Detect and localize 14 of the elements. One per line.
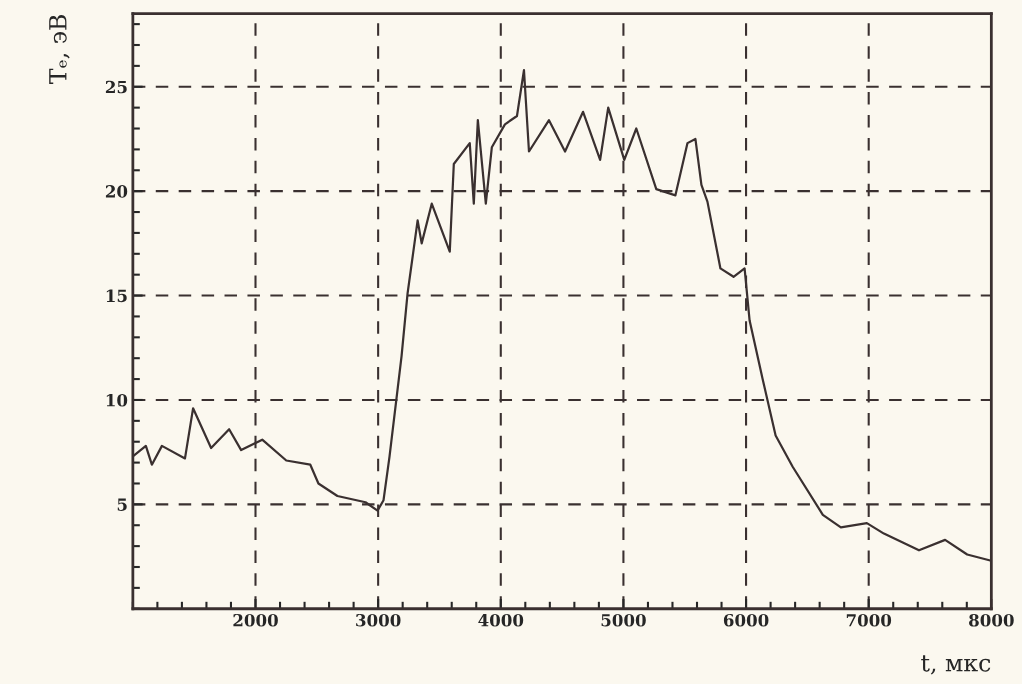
y-tick-label: 5 [117, 498, 127, 511]
y-tick-label: 25 [105, 80, 127, 94]
x-tick-label: 8000 [969, 613, 1014, 627]
x-tick-label: 5000 [601, 613, 646, 627]
x-tick-label: 7000 [846, 613, 892, 627]
y-tick-label: 15 [106, 289, 127, 303]
x-tick-label: 3000 [356, 613, 401, 627]
x-tick-label: 4000 [478, 613, 524, 627]
x-tick-label: 6000 [723, 613, 769, 627]
y-tick-label: 20 [105, 185, 128, 198]
x-tick-label: 2000 [233, 613, 278, 627]
y-axis-title: Tₑ, эВ [49, 15, 70, 84]
y-tick-label: 10 [106, 393, 128, 407]
x-axis-title: t, мкс [921, 655, 991, 675]
